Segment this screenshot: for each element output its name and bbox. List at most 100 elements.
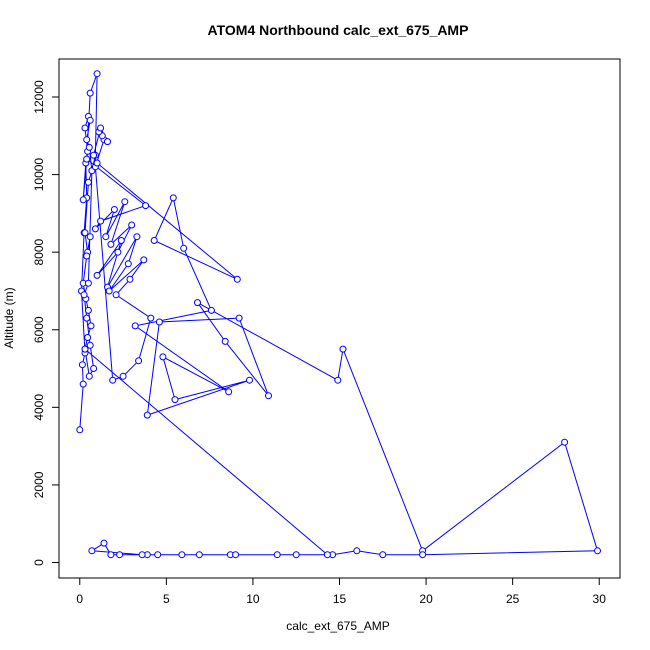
data-point (93, 159, 101, 167)
y-tick-label: 10000 (32, 158, 46, 192)
x-tick-label: 25 (506, 592, 520, 606)
data-point (594, 547, 601, 555)
data-point (85, 143, 93, 151)
data-point (86, 233, 94, 241)
data-point (194, 299, 201, 307)
data-point (178, 551, 186, 559)
data-point (85, 372, 93, 380)
data-point (246, 376, 253, 384)
data-point (83, 314, 91, 322)
data-point (117, 237, 125, 244)
data-point (102, 233, 110, 241)
data-point (83, 252, 91, 260)
data-point (83, 155, 91, 163)
data-point (561, 438, 569, 446)
data-point (126, 275, 134, 283)
data-point (110, 206, 118, 213)
data-point (78, 361, 86, 369)
data-point (97, 124, 105, 132)
data-point (87, 322, 95, 330)
data-point (116, 551, 124, 559)
data-point (107, 240, 115, 248)
data-point (135, 357, 143, 365)
data-point (169, 194, 177, 202)
data-point (334, 376, 342, 384)
data-point (124, 260, 132, 268)
data-point (119, 372, 127, 380)
data-point (112, 291, 120, 299)
y-tick-label: 8000 (32, 239, 46, 266)
data-point (79, 196, 87, 204)
data-point (273, 551, 281, 559)
data-point (79, 380, 87, 388)
y-tick-label: 0 (32, 559, 46, 566)
data-point (339, 345, 347, 353)
data-point (93, 70, 101, 78)
data-point (107, 551, 115, 559)
data-point (142, 202, 150, 210)
y-tick-label: 12000 (32, 80, 46, 114)
series-line (79, 73, 599, 556)
plot-area (76, 70, 601, 559)
data-point (91, 225, 99, 233)
x-axis-label: calc_ext_675_AMP (286, 619, 389, 633)
data-point (147, 314, 155, 322)
data-point (86, 116, 94, 124)
data-point (265, 392, 272, 400)
data-point (84, 334, 92, 341)
data-point (84, 178, 92, 186)
data-point (159, 353, 167, 361)
x-tick-label: 15 (333, 592, 347, 606)
data-point (131, 322, 139, 330)
data-point (195, 551, 203, 559)
y-axis-label: Altitude (m) (2, 287, 16, 348)
plot-frame (58, 58, 621, 579)
data-point (88, 547, 96, 555)
data-point (379, 551, 387, 559)
data-point (121, 198, 129, 206)
x-tick-label: 0 (76, 592, 83, 606)
data-point (138, 551, 146, 559)
data-point (83, 136, 91, 144)
data-point (105, 287, 113, 295)
data-point (207, 306, 215, 314)
data-point (76, 426, 84, 434)
x-axis: 0 5 10 15 20 25 30 (76, 577, 607, 606)
data-point (154, 551, 162, 559)
data-point (155, 318, 163, 326)
data-point (143, 411, 151, 419)
data-point (171, 396, 179, 404)
data-point (225, 388, 233, 396)
data-point (232, 551, 240, 559)
y-tick-label: 4000 (32, 394, 46, 421)
data-point (221, 337, 229, 345)
data-point (353, 547, 361, 555)
data-point (133, 233, 141, 241)
x-tick-label: 10 (246, 592, 260, 606)
data-point (109, 376, 117, 384)
chart-title: ATOM4 Northbound calc_ext_675_AMP (208, 22, 469, 38)
data-point (233, 275, 241, 283)
data-point (90, 365, 98, 372)
data-point (81, 345, 89, 353)
x-tick-label: 20 (419, 592, 433, 606)
data-point (104, 138, 111, 146)
data-point (97, 217, 105, 225)
data-point (80, 291, 88, 299)
x-tick-label: 30 (593, 592, 607, 606)
data-point (100, 539, 108, 547)
data-point (114, 248, 122, 256)
data-point (419, 551, 427, 559)
data-point (93, 271, 101, 279)
data-point (84, 306, 92, 314)
y-tick-label: 6000 (32, 316, 46, 343)
x-tick-label: 5 (163, 592, 170, 606)
data-point (235, 314, 243, 322)
data-point (150, 237, 158, 244)
data-point (180, 244, 188, 252)
data-point (90, 151, 98, 159)
data-point (323, 551, 331, 559)
y-axis: 0 2000 4000 6000 8000 10000 12000 (32, 80, 60, 566)
data-point (81, 229, 89, 237)
